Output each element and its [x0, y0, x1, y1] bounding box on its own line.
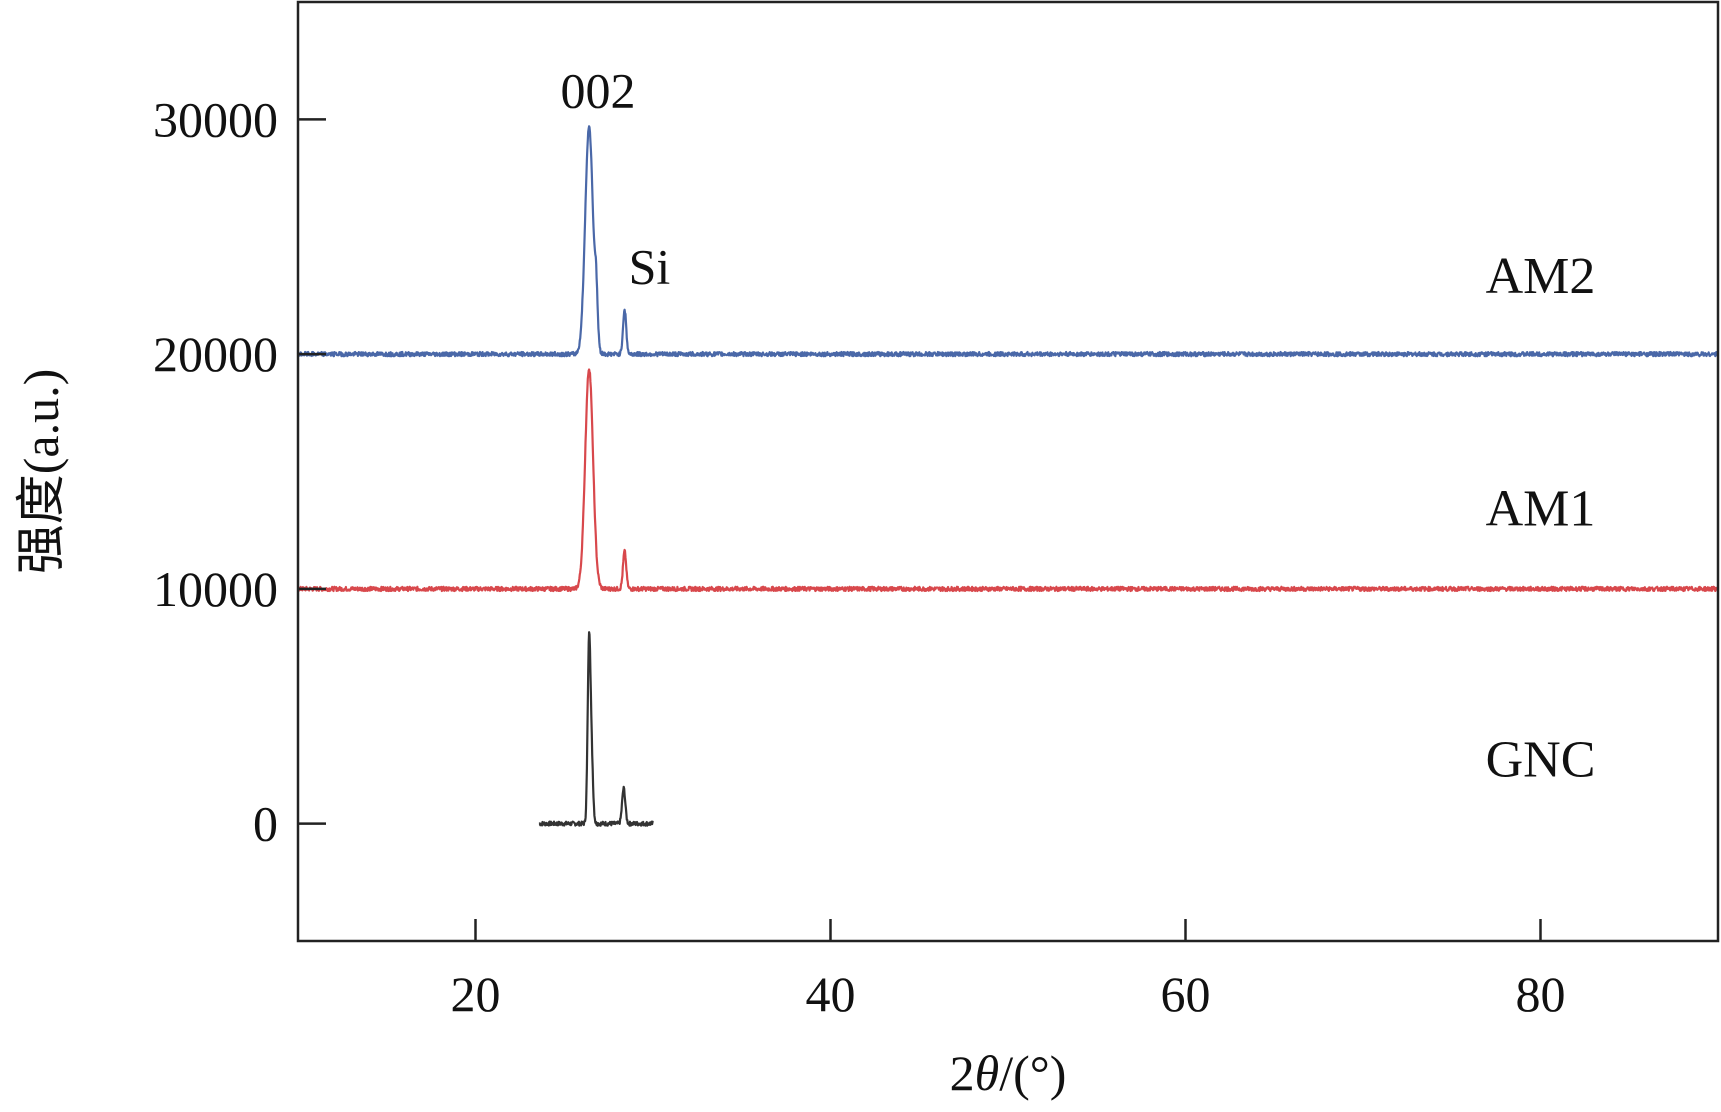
y-tick-label-0: 0 [253, 796, 278, 852]
plot-frame [296, 0, 1720, 943]
x-tick-label-40: 40 [806, 966, 856, 1022]
y-tick-label-30000: 30000 [153, 91, 278, 147]
series-layer [296, 125, 1720, 827]
tick-layer [298, 118, 1542, 941]
y-tick-label-20000: 20000 [153, 326, 278, 382]
x-axis-title-prefix: 2 [950, 1045, 975, 1101]
series-am1-line [296, 368, 1720, 593]
series-am2-line [296, 125, 1719, 358]
x-axis-title-symbol: θ [975, 1045, 1000, 1101]
x-axis-title: 2θ/(°) [950, 1045, 1067, 1101]
y-axis-title: 强度(a.u.) [13, 369, 69, 575]
y-tick-label-10000: 10000 [153, 561, 278, 617]
x-tick-label-60: 60 [1161, 966, 1211, 1022]
series-label-gnc: GNC [1486, 732, 1596, 789]
x-axis-title-suffix: /(°) [999, 1045, 1066, 1101]
annotation-0: 002 [560, 63, 635, 119]
series-gnc-line [538, 631, 654, 827]
label-layer: 20 40 60 80 0 10000 20000 30000 GNC AM1 AM2 002 Si [153, 63, 1595, 1022]
series-label-am1: AM1 [1486, 480, 1596, 537]
series-label-am2: AM2 [1486, 248, 1596, 305]
x-tick-label-20: 20 [451, 966, 501, 1022]
x-tick-label-80: 80 [1516, 966, 1566, 1022]
annotation-1: Si [629, 239, 671, 295]
